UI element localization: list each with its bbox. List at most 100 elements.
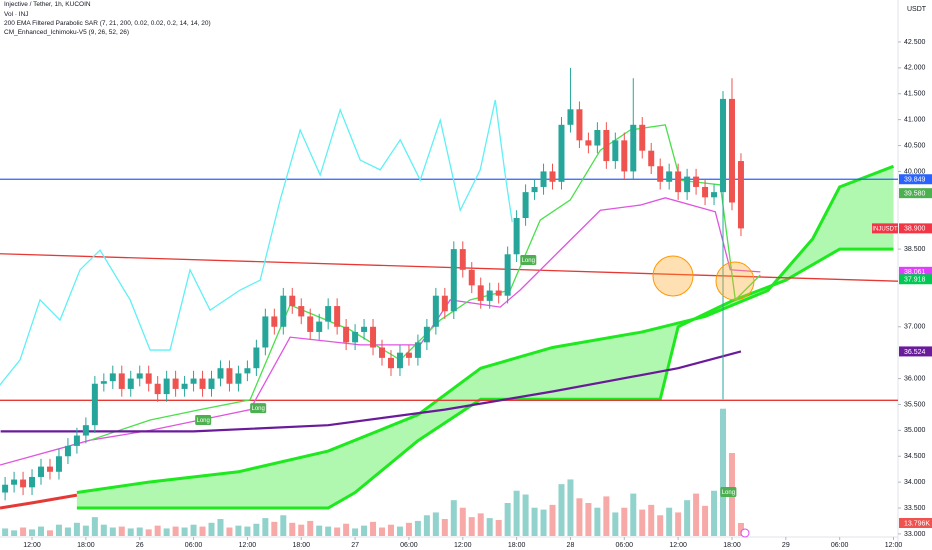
signal-label: Long bbox=[522, 258, 535, 264]
signal-label: Long bbox=[251, 406, 264, 412]
x-tick-label: 06:00 bbox=[185, 542, 203, 549]
x-tick-label: 12:00 bbox=[23, 542, 41, 549]
event-icon[interactable] bbox=[740, 528, 750, 538]
volume-bar bbox=[361, 525, 368, 536]
volume-bar bbox=[603, 496, 610, 536]
x-tick-label: 27 bbox=[351, 542, 359, 549]
volume-bar bbox=[387, 524, 394, 536]
volume-bar bbox=[181, 527, 188, 536]
candle-body bbox=[163, 378, 170, 395]
price-tag-label: 39.580 bbox=[904, 191, 926, 198]
y-tick-label: 41.500 bbox=[904, 91, 926, 98]
x-tick-label: 06:00 bbox=[831, 542, 849, 549]
y-tick-label: 35.000 bbox=[904, 427, 926, 434]
candle-body bbox=[280, 295, 287, 327]
candle-body bbox=[298, 306, 305, 317]
indicator-line bbox=[0, 350, 742, 433]
candle-body bbox=[253, 347, 260, 369]
volume-bar bbox=[720, 408, 727, 536]
volume-bar bbox=[46, 530, 53, 536]
candle-body bbox=[612, 140, 619, 162]
volume-bar bbox=[657, 515, 664, 536]
volume-bar bbox=[702, 505, 709, 536]
volume-bar bbox=[172, 526, 179, 536]
volume-bar bbox=[576, 498, 583, 536]
volume-bar bbox=[379, 527, 386, 536]
indicator-label: 200 EMA Filtered Parabolic SAR (7, 21, 2… bbox=[4, 20, 211, 27]
x-tick-label: 06:00 bbox=[400, 542, 418, 549]
candle-body bbox=[379, 347, 386, 358]
candle-body bbox=[334, 306, 341, 327]
volume-bar bbox=[495, 519, 502, 536]
candle-body bbox=[522, 192, 529, 219]
candle-body bbox=[172, 378, 179, 389]
price-tag-label: 38.900 bbox=[904, 226, 926, 233]
candle-body bbox=[567, 109, 574, 125]
candle-body bbox=[666, 171, 673, 182]
candle-body bbox=[684, 176, 691, 193]
volume-bar bbox=[585, 503, 592, 536]
x-tick-label: 18:00 bbox=[292, 542, 310, 549]
volume-bar bbox=[325, 526, 332, 536]
candle-body bbox=[693, 176, 700, 187]
x-tick-label: 18:00 bbox=[77, 542, 95, 549]
volume-bar bbox=[136, 527, 143, 536]
x-tick-label: 18:00 bbox=[723, 542, 741, 549]
indicator-label: Vol · INJ bbox=[4, 11, 29, 18]
volume-bar bbox=[675, 512, 682, 536]
volume-bar bbox=[100, 524, 107, 536]
volume-bar bbox=[477, 513, 484, 536]
candle-body bbox=[576, 109, 583, 141]
candle-body bbox=[423, 326, 430, 343]
volume-bar bbox=[208, 522, 215, 536]
volume-tag bbox=[899, 517, 932, 528]
volume-bar bbox=[64, 527, 71, 536]
volume-bar bbox=[154, 525, 161, 536]
price-tag-label: 37.918 bbox=[904, 277, 926, 284]
candle-body bbox=[325, 306, 332, 322]
volume-bar bbox=[441, 519, 448, 536]
candle-body bbox=[91, 383, 98, 426]
volume-bar bbox=[271, 521, 278, 536]
candle-body bbox=[235, 373, 242, 384]
price-tag-label: 39.849 bbox=[904, 177, 926, 184]
candle-body bbox=[495, 290, 502, 296]
volume-bar bbox=[109, 527, 116, 536]
volume-bar bbox=[163, 528, 170, 536]
candle-body bbox=[145, 373, 152, 384]
x-tick-label: 12:00 bbox=[669, 542, 687, 549]
candle-body bbox=[118, 373, 125, 389]
volume-bar bbox=[405, 522, 412, 536]
candle-body bbox=[271, 316, 278, 327]
symbol-tag bbox=[872, 223, 898, 234]
volume-bar bbox=[118, 526, 125, 536]
candle-body bbox=[657, 166, 664, 182]
volume-bar bbox=[468, 517, 475, 536]
volume-bar bbox=[549, 504, 556, 536]
volume-bar bbox=[540, 509, 547, 536]
candle-body bbox=[190, 378, 197, 384]
candle-body bbox=[20, 479, 27, 488]
candle-body bbox=[29, 476, 36, 488]
volume-bar bbox=[414, 520, 421, 536]
candle-body bbox=[217, 368, 224, 379]
volume-bar bbox=[459, 507, 466, 536]
candle-body bbox=[702, 186, 709, 198]
candle-body bbox=[82, 425, 89, 436]
volume-bar bbox=[190, 524, 197, 536]
volume-bar bbox=[594, 507, 601, 536]
candle-body bbox=[414, 342, 421, 358]
volume-bar bbox=[621, 507, 628, 536]
candle-body bbox=[316, 321, 323, 332]
price-tag bbox=[899, 188, 932, 199]
cloud-line bbox=[76, 164, 895, 494]
candle-body bbox=[630, 124, 637, 172]
cloud-line bbox=[76, 247, 894, 510]
candle-body bbox=[38, 466, 45, 477]
x-tick-label: 29 bbox=[782, 542, 790, 549]
candle-body bbox=[244, 368, 251, 374]
y-tick-label: 38.500 bbox=[904, 246, 926, 253]
volume-bar bbox=[145, 529, 152, 536]
